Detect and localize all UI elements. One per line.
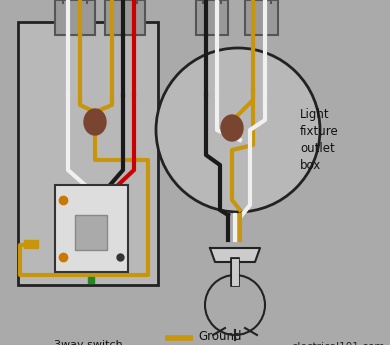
Bar — [24, 240, 38, 248]
Ellipse shape — [84, 109, 106, 135]
Circle shape — [156, 48, 320, 212]
Bar — [105, 0, 145, 35]
Bar — [55, 0, 95, 35]
Bar — [75, 215, 107, 250]
Text: 3way switch
outlet box: 3way switch outlet box — [54, 340, 122, 345]
Bar — [196, 0, 228, 35]
Polygon shape — [210, 248, 260, 262]
Bar — [245, 0, 278, 35]
Bar — [55, 185, 128, 272]
Bar — [18, 22, 158, 285]
Text: Light
fixture
outlet
box: Light fixture outlet box — [300, 108, 339, 172]
Text: electrical101.com: electrical101.com — [291, 342, 385, 345]
Text: Ground: Ground — [198, 331, 241, 344]
Ellipse shape — [221, 115, 243, 141]
